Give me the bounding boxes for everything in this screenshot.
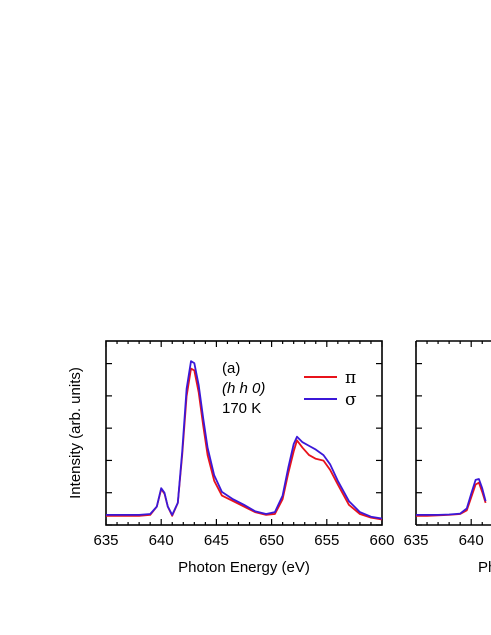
panel-a-temperature-label: 170 K [222,400,261,417]
x-tick-label: 655 [314,532,339,549]
x-tick-label: 660 [369,532,394,549]
series-line-panel-b-1 [416,478,487,516]
panel-b-series [416,478,487,517]
legend-sigma-label: σ [345,390,357,410]
panel-a-series [106,360,382,521]
panel-b-x-axis-title: Ph [478,559,491,576]
x-tick-label: 635 [403,532,428,549]
x-tick-label: 645 [204,532,229,549]
panel-b-x-ticks: 635 640 [403,341,484,549]
x-tick-label: 650 [259,532,284,549]
panel-b: 635 640 Ph [403,340,491,576]
panel-a-label: (a) [222,360,240,377]
panel-a-reflection-label: (h h 0) [222,380,265,397]
x-tick-label: 640 [459,532,484,549]
panel-a-x-ticks: 635 640 645 650 655 660 [93,341,395,549]
series-line-sigma [106,360,382,520]
legend-pi-label: π [345,368,356,388]
panel-a-y-axis-title: Intensity (arb. units) [67,367,84,499]
panel-a-x-axis-title: Photon Energy (eV) [178,559,310,576]
panel-b-y-ticks [416,362,422,526]
panel-a-y-ticks [106,362,382,526]
panel-a-legend: π σ [304,368,357,410]
panel-a-plot-frame [105,340,383,526]
x-tick-label: 640 [149,532,174,549]
series-line-panel-b-0 [416,481,487,517]
panel-a: 635 640 645 650 655 660 (a) (h h 0) 170 K π σ… [67,340,395,576]
x-tick-label: 635 [93,532,118,549]
